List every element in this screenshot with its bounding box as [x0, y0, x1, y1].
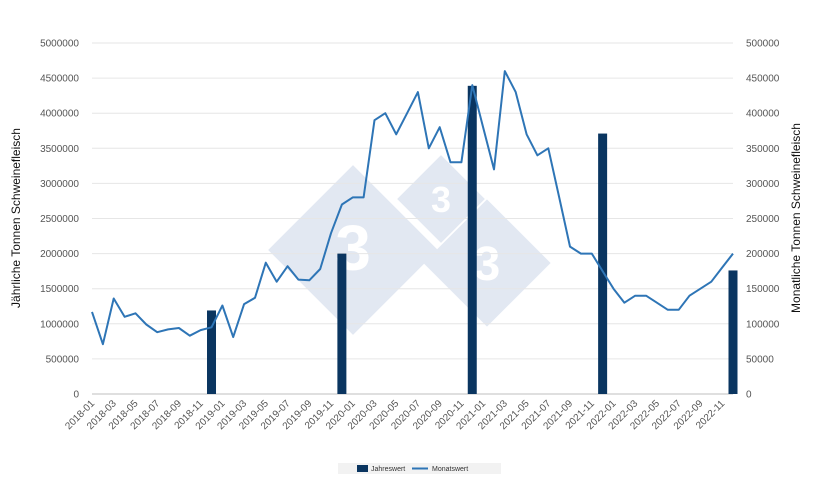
y-right-tick-label: 400000: [746, 109, 780, 120]
legend-label-jahreswert: Jahreswert: [371, 466, 405, 473]
y-left-tick-label: 2500000: [40, 214, 79, 225]
legend-swatch-jahreswert: [357, 465, 368, 472]
bar-2021-12: [598, 133, 608, 395]
y-left-tick-label: 3500000: [40, 144, 79, 155]
y-axis-left-ticks: 0 500000 1000000 1500000 2000000 2500000 30000…: [40, 39, 79, 401]
bar-series-jahreswert: [207, 85, 738, 395]
watermark-logo: 3 3 3: [268, 155, 551, 335]
y-axis-left-title: Jährliche Tonnen Schweinefleisch: [9, 128, 23, 308]
y-axis-right-title: Monatliche Tonnen Schweinefleisch: [789, 123, 803, 313]
y-left-tick-label: 500000: [46, 354, 80, 365]
y-axis-right-ticks: 0 50000 100000 150000 200000 250000 300000 3500…: [746, 39, 780, 401]
y-right-tick-label: 50000: [746, 354, 774, 365]
y-left-tick-label: 2000000: [40, 249, 79, 260]
line-monatswert: [91, 70, 734, 346]
y-right-tick-label: 300000: [746, 179, 780, 190]
y-right-tick-label: 350000: [746, 144, 780, 155]
bar-2022-12: [728, 270, 738, 394]
svg-text:3: 3: [431, 179, 451, 220]
legend: Jahreswert Monatswert: [338, 463, 501, 474]
gridlines: [92, 42, 733, 395]
y-left-tick-label: 3000000: [40, 179, 79, 190]
bar-2020-12: [467, 85, 477, 395]
x-axis-ticks: 2018-012018-032018-052018-072018-092018-…: [63, 398, 727, 432]
line-series-monatswert: [91, 70, 734, 346]
svg-text:3: 3: [474, 238, 501, 291]
y-left-tick-label: 4000000: [40, 109, 79, 120]
y-left-tick-label: 1500000: [40, 284, 79, 295]
y-left-tick-label: 4500000: [40, 74, 79, 85]
bar-2019-12: [337, 253, 347, 394]
y-right-tick-label: 450000: [746, 74, 780, 85]
y-left-tick-label: 1000000: [40, 319, 79, 330]
y-right-tick-label: 200000: [746, 249, 780, 260]
legend-label-monatswert: Monatswert: [432, 466, 468, 473]
y-left-tick-label: 0: [73, 390, 79, 401]
y-right-tick-label: 500000: [746, 39, 780, 50]
y-right-tick-label: 250000: [746, 214, 780, 225]
y-left-tick-label: 5000000: [40, 39, 79, 50]
y-right-tick-label: 100000: [746, 319, 780, 330]
bar-2018-12: [207, 310, 217, 394]
y-right-tick-label: 0: [746, 390, 752, 401]
y-right-tick-label: 150000: [746, 284, 780, 295]
